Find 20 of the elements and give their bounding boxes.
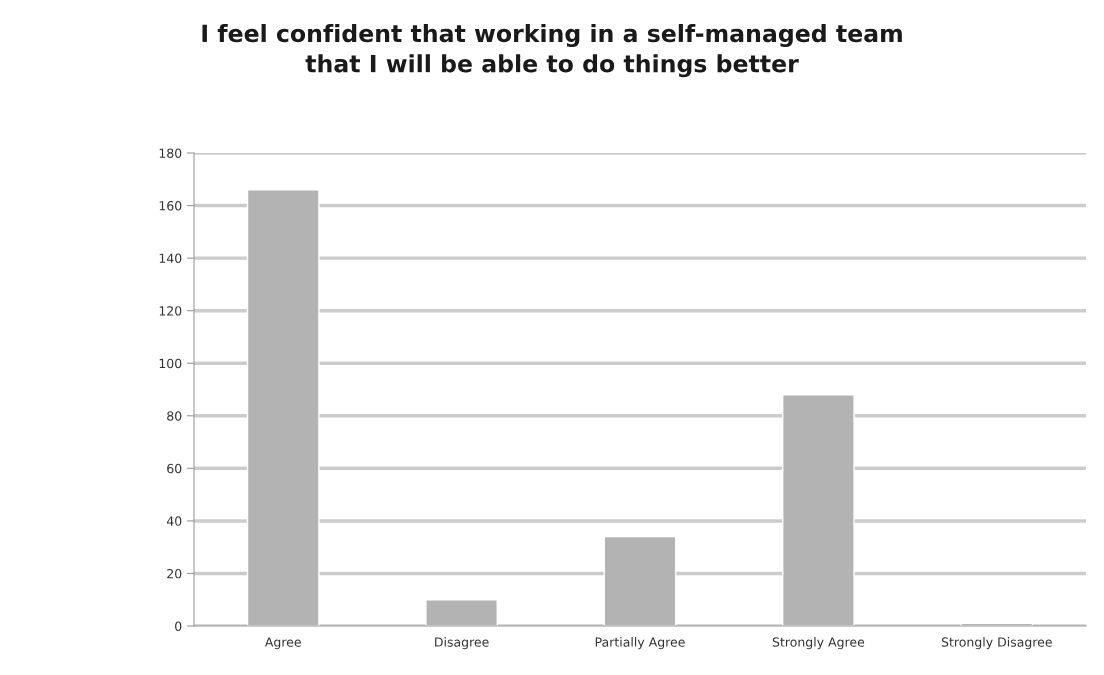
y-tick-label: 20: [167, 568, 182, 579]
y-tick-label: 0: [175, 621, 182, 631]
bar: [246, 189, 320, 626]
x-tick-label: Strongly Agree: [772, 637, 865, 650]
y-tick-label: 140: [159, 253, 182, 264]
bar: [782, 394, 855, 626]
bar: [603, 535, 677, 626]
bar: [425, 599, 498, 626]
y-tick-label: 80: [167, 411, 182, 421]
x-tick-label: Disagree: [435, 637, 489, 650]
x-tick-label: Agree: [264, 637, 301, 650]
x-tick-label: Strongly Disagree: [941, 637, 1052, 650]
y-tick-label: 60: [167, 463, 182, 474]
chart-title: I feel confident that working in a self-managed team that I will be able to do things better: [202, 24, 902, 78]
y-tick-label: 120: [159, 306, 182, 316]
y-tick-label: 40: [166, 516, 182, 526]
y-tick-label: 100: [159, 358, 182, 369]
x-tick-label: Partially Agree: [595, 637, 685, 650]
y-tick-label: 180: [159, 148, 182, 158]
y-tick-label: 160: [159, 201, 182, 211]
